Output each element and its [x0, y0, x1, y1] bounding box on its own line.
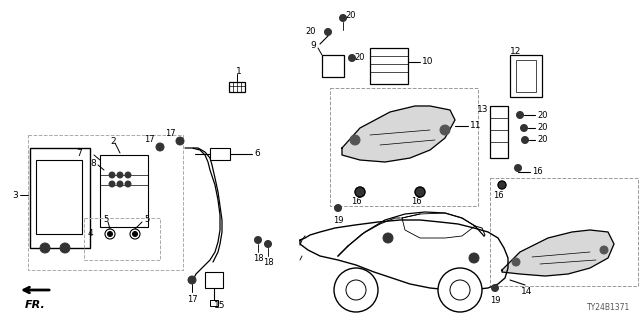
Circle shape	[335, 204, 342, 212]
Circle shape	[350, 135, 360, 145]
Bar	[490, 106, 508, 158]
Text: 19: 19	[490, 296, 500, 305]
Text: TY24B1371: TY24B1371	[587, 303, 630, 312]
Text: 11: 11	[470, 122, 481, 131]
Circle shape	[117, 181, 123, 187]
Circle shape	[176, 137, 184, 145]
Text: 12: 12	[510, 47, 522, 57]
Circle shape	[469, 253, 479, 263]
Text: 14: 14	[522, 287, 532, 296]
Circle shape	[498, 181, 506, 189]
Circle shape	[324, 28, 332, 36]
Text: 3: 3	[12, 190, 18, 199]
Text: 18: 18	[253, 254, 263, 263]
Polygon shape	[342, 106, 455, 162]
Circle shape	[438, 268, 482, 312]
Text: 10: 10	[422, 58, 433, 67]
Text: 16: 16	[351, 197, 362, 206]
Bar	[510, 55, 542, 97]
Circle shape	[355, 187, 365, 197]
Circle shape	[415, 187, 425, 197]
Text: 20: 20	[537, 135, 547, 145]
Text: 20: 20	[537, 124, 547, 132]
Text: 19: 19	[333, 216, 343, 225]
Circle shape	[600, 246, 608, 254]
Bar	[322, 55, 344, 77]
Text: 20: 20	[354, 53, 365, 62]
Bar	[28, 135, 183, 270]
Circle shape	[512, 258, 520, 266]
Text: 7: 7	[76, 148, 82, 157]
Circle shape	[109, 172, 115, 178]
Text: 8: 8	[90, 158, 96, 167]
Text: 9: 9	[310, 42, 316, 51]
Text: 16: 16	[532, 167, 543, 177]
Text: 20: 20	[305, 28, 316, 36]
Text: 4: 4	[88, 229, 93, 238]
Circle shape	[109, 181, 115, 187]
Text: 1: 1	[236, 68, 242, 76]
Bar	[36, 160, 82, 234]
Bar	[210, 300, 218, 306]
Text: 13: 13	[477, 106, 488, 115]
Bar	[516, 60, 536, 92]
Circle shape	[188, 276, 196, 284]
Bar	[205, 272, 223, 288]
Circle shape	[125, 172, 131, 178]
Text: 5: 5	[104, 215, 109, 225]
Text: 20: 20	[537, 110, 547, 119]
Text: 17: 17	[145, 135, 155, 145]
Circle shape	[339, 14, 346, 21]
Circle shape	[264, 241, 271, 247]
Polygon shape	[502, 230, 614, 276]
Bar	[229, 82, 245, 92]
Circle shape	[383, 233, 393, 243]
Bar	[210, 148, 230, 160]
Circle shape	[125, 181, 131, 187]
Bar	[330, 88, 478, 206]
Text: 6: 6	[254, 149, 260, 158]
Circle shape	[60, 243, 70, 253]
Circle shape	[117, 172, 123, 178]
Circle shape	[522, 137, 529, 143]
Circle shape	[349, 54, 355, 61]
Bar	[84, 218, 160, 260]
Circle shape	[255, 236, 262, 244]
Circle shape	[440, 125, 450, 135]
Circle shape	[108, 231, 113, 236]
Text: 16: 16	[493, 190, 503, 199]
Circle shape	[132, 231, 138, 236]
Bar	[490, 178, 638, 286]
Text: 17: 17	[187, 295, 197, 304]
Circle shape	[492, 284, 499, 292]
Circle shape	[450, 280, 470, 300]
Bar	[370, 48, 408, 84]
Circle shape	[40, 243, 50, 253]
Circle shape	[346, 280, 366, 300]
Text: 16: 16	[411, 197, 421, 206]
Text: 15: 15	[214, 300, 226, 309]
Circle shape	[516, 111, 524, 118]
Text: FR.: FR.	[24, 300, 45, 310]
Circle shape	[520, 124, 527, 132]
Text: 2: 2	[110, 137, 116, 146]
Bar	[100, 155, 148, 227]
Text: 17: 17	[165, 130, 176, 139]
Circle shape	[515, 164, 522, 172]
Text: 18: 18	[262, 258, 273, 267]
Circle shape	[334, 268, 378, 312]
Circle shape	[156, 143, 164, 151]
Text: 5: 5	[144, 215, 149, 225]
Text: 20: 20	[345, 12, 355, 20]
Bar	[30, 148, 90, 248]
